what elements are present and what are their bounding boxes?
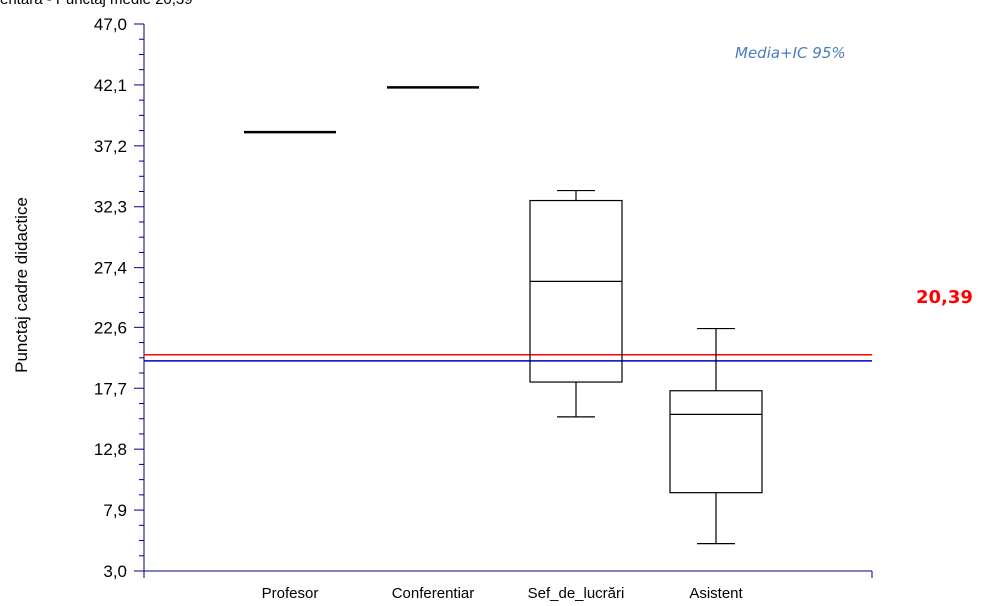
y-tick-label: 42,1: [94, 76, 127, 95]
boxes: [244, 86, 763, 545]
x-tick-label: Profesor: [262, 585, 319, 602]
y-tick-label: 3,0: [103, 562, 127, 581]
y-tick-label: 22,6: [94, 318, 127, 337]
reference-lines: [144, 354, 872, 362]
mean-value-label: 20,39: [916, 287, 973, 308]
box-asistent: [669, 327, 763, 545]
y-tick-label: 32,3: [94, 198, 127, 217]
legend-label: Media+IC 95%: [735, 44, 846, 62]
x-tick-label: Conferentiar: [392, 585, 475, 602]
y-tick-label: 17,7: [94, 379, 127, 398]
iqr-box: [529, 199, 623, 383]
box-sef_de_lucrări: [529, 189, 623, 418]
x-tick-label: Asistent: [689, 585, 743, 602]
y-tick-label: 27,4: [94, 259, 127, 278]
y-tick-label: 7,9: [103, 501, 127, 520]
y-tick-label: 47,0: [94, 15, 127, 34]
y-tick-label: 37,2: [94, 137, 127, 156]
axes: 3,0 7,9 12,8 17,7 22,6 27,4 32,3 37,2 42,1 47,0 Pr…: [94, 15, 873, 602]
chart-title: entară - Punctaj medie 20,39: [0, 0, 193, 8]
iqr-box: [669, 390, 763, 494]
x-tick-label: Sef_de_lucrări: [528, 585, 625, 602]
y-tick-label: 12,8: [94, 440, 127, 459]
